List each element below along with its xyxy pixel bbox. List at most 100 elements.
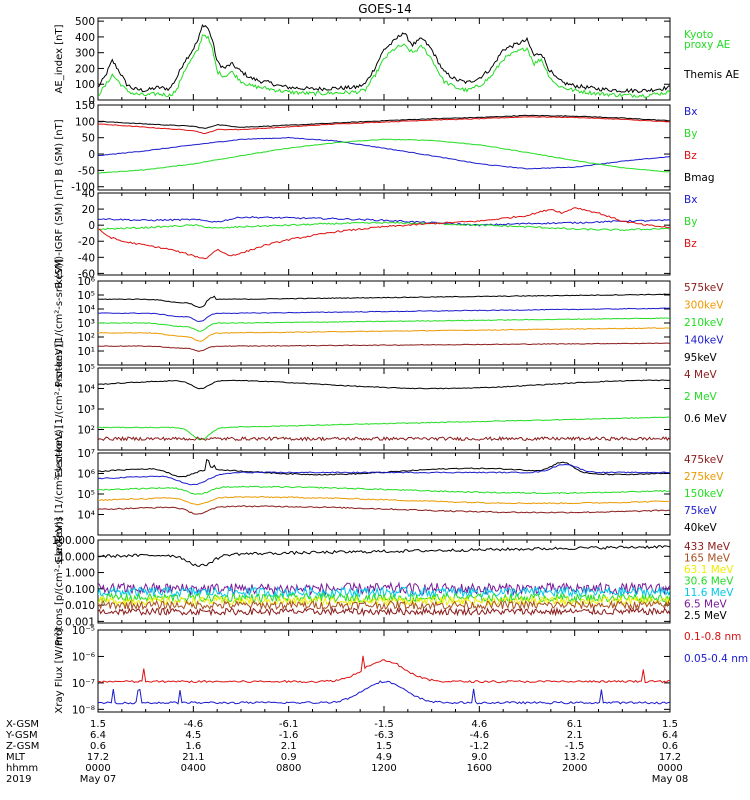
y-tick-label: 10⁴ [77,384,95,396]
x-axis-row-label: 2019 [6,774,31,785]
legend-entry: 6.5 MeV [684,599,728,611]
series-line-0-1-0-8-nm [98,655,670,684]
series-line-275kev [98,495,670,506]
legend-entry: 2 MeV [684,391,718,403]
series-line-150kev [98,485,670,495]
y-tick-label: 10.000 [58,551,95,563]
series-line-0-05-0-4-nm [98,680,670,705]
x-axis-tick-value: -1.5 [374,719,394,730]
legend-entry: Bz [684,150,697,162]
legend-entry: proxy AE [684,39,730,51]
y-tick-label: 0 [88,220,95,232]
y-tick-label: 50 [82,133,95,145]
series-line-40kev [98,458,670,478]
y-tick-label: 10⁴ [77,304,95,316]
legend-entry: By [684,128,697,140]
x-axis-tick-value: 4.5 [185,730,201,741]
series-line-30-6-mev [98,591,670,604]
y-tick-label: 0 [88,149,95,161]
panel-frame [97,192,671,276]
series-group [98,379,670,442]
x-axis-tick-value: 21.1 [182,752,204,763]
x-axis-tick-value: -1.2 [470,741,490,752]
x-axis-tick-value: 1.5 [376,741,392,752]
y-tick-label: 10⁶ [77,469,95,481]
y-tick-label: 40 [82,188,95,200]
panel-frame [97,629,671,713]
y-tick-label: 150 [75,100,95,112]
x-axis-tick-value: 2.1 [281,741,297,752]
x-axis-tick-value: 17.2 [659,752,681,763]
y-tick-label: 10⁻⁸ [72,704,95,716]
series-line-2-5-mev [98,545,670,568]
x-axis-tick-value: -4.6 [470,730,490,741]
legend-entry: 11.6 MeV [684,587,734,599]
y-tick-label: -40 [78,252,95,264]
y-tick-label: -60 [78,268,95,280]
series-group [98,655,670,705]
x-axis-tick-value: 13.2 [564,752,586,763]
y-tick-label: 500 [75,16,95,28]
y-tick-label: -50 [78,165,95,177]
y-tick-label: 0.001 [65,616,95,628]
legend-entry: Bx [684,194,697,206]
legend-entry: 300keV [684,300,724,312]
x-axis-tick-value: -1.6 [279,730,299,741]
x-axis-tick-value: -1.5 [565,741,585,752]
y-tick-label: 20 [82,204,95,216]
y-tick-label: 10³ [77,318,95,330]
y-tick-label: 10⁻⁷ [72,678,95,690]
x-axis-tick-value: 4.6 [471,719,487,730]
legend-entry: 30.6 MeV [684,576,734,588]
x-axis-tick-value: May 07 [80,774,117,785]
x-axis-tick-value: 1.6 [185,741,201,752]
x-axis-tick-value: 2000 [562,763,587,774]
legend-entry: 40keV [684,522,718,534]
series-group [98,458,670,515]
series-line-165-mev [98,599,670,611]
y-tick-label: 10³ [77,404,95,416]
x-axis-row-label: MLT [6,752,26,763]
legend-entry: 165 MeV [684,553,731,565]
series-group [98,545,670,617]
series-line-bz [98,207,670,260]
x-axis-tick-value: 0800 [276,763,301,774]
x-axis-tick-value: 9.0 [471,752,487,763]
legend-entry: 0.1-0.8 nm [684,631,741,643]
legend-entry: Bx [684,106,697,118]
legend-entry: 75keV [684,505,718,517]
series-group [98,114,670,174]
y-tick-label: 300 [75,48,95,60]
series-line-475kev [98,505,670,515]
y-axis-label: B (SM)-IGRF (SM) [nT] [54,179,65,288]
legend-entry: 575keV [684,282,724,294]
x-axis-tick-value: 17.2 [87,752,109,763]
legend-entry: Bz [684,238,697,250]
x-axis-tick-value: -6.3 [374,730,394,741]
x-axis-tick-value: 6.4 [90,730,106,741]
y-tick-label: 10⁵ [77,489,95,501]
y-axis-label: Electrons [1/(cm²-s-sr-keV)] [54,340,65,477]
y-tick-label: 0.010 [65,600,95,612]
series-group [98,293,670,352]
series-group [98,207,670,260]
legend-entry: 150keV [684,488,724,500]
x-axis-tick-value: 2.1 [567,730,583,741]
x-axis-row-label: Z-GSM [6,741,39,752]
y-axis-label: Protons [p/(cm²-s-sr-keV)] [54,517,65,645]
panel-4: 10¹ 10² 10³ 10⁴ 10⁵ 10⁶ Protons [1/(cm²-s-sr-k… [54,259,724,387]
y-tick-label: 10⁵ [77,363,95,375]
plot-title: GOES-14 [358,2,412,16]
legend-entry: By [684,216,697,228]
x-axis-row-label: Y-GSM [5,730,38,741]
x-axis-tick-value: -4.6 [184,719,204,730]
y-axis-label: B (SM) [nT] [54,119,65,175]
series-line-75kev [98,463,670,486]
y-axis-label: Xray Flux [W/m²] [54,628,65,713]
legend-entry: 475keV [684,454,724,466]
series-line-bx [98,136,670,170]
series-line-433-mev [98,606,670,617]
x-axis-tick-value: 0400 [181,763,206,774]
x-axis-tick-value: 1.5 [662,719,678,730]
